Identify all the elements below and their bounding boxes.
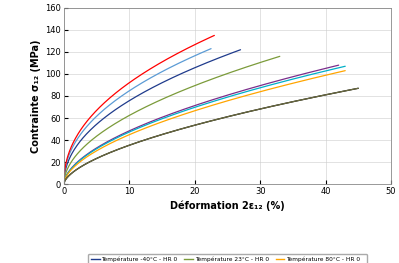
- X-axis label: Déformation 2ε₁₂ (%): Déformation 2ε₁₂ (%): [170, 200, 285, 211]
- Legend: Température -40°C - HR 0, Température -40°C - HR 50, Température -40°C - HR 85, : Température -40°C - HR 0, Température -4…: [88, 254, 367, 263]
- Y-axis label: Contrainte σ₁₂ (MPa): Contrainte σ₁₂ (MPa): [31, 39, 41, 153]
